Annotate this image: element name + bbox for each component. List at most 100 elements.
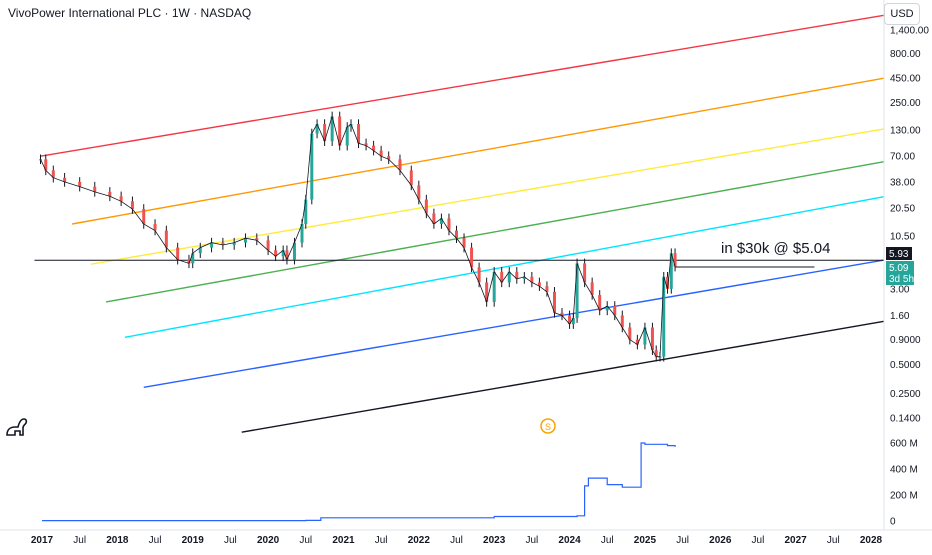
channel-line-0[interactable] (40, 14, 885, 157)
price-candle (470, 247, 474, 268)
time-axis-tick: Jul (752, 535, 765, 546)
tradingview-logo-icon[interactable] (6, 418, 28, 436)
price-tag-current-value: 5.09 (889, 263, 909, 274)
channel-line-4[interactable] (124, 196, 885, 339)
event-icon-label: S (545, 422, 551, 432)
price-axis-tick: 0.2500 (890, 389, 921, 400)
price-candle (221, 242, 225, 246)
price-candle (108, 191, 112, 197)
time-axis-tick: Jul (224, 535, 237, 546)
price-candle (210, 242, 214, 248)
price-candle (507, 271, 511, 283)
price-candle (63, 177, 67, 182)
position-annotation[interactable]: in $30k @ $5.04 (721, 240, 830, 257)
price-candle (628, 327, 632, 340)
price-candle (364, 143, 368, 146)
price-candle (673, 253, 677, 267)
time-axis-tick: 2025 (634, 535, 657, 546)
volume-axis-tick: 600 M (890, 439, 918, 450)
time-axis-tick: Jul (601, 535, 614, 546)
price-axis-tick: 130.00 (890, 126, 921, 137)
price-candle (93, 186, 97, 192)
price-candle (281, 250, 285, 257)
dividend-event-icon[interactable] (540, 418, 556, 434)
axes (0, 0, 932, 531)
price-candle (560, 312, 564, 316)
event-marker[interactable]: S (540, 418, 556, 434)
price-axis-tick: 1,400.00 (890, 26, 929, 37)
volume-axis-tick: 400 M (890, 465, 918, 476)
price-candle (447, 218, 451, 231)
price-candle (590, 282, 594, 295)
channel-line-5[interactable] (143, 259, 885, 389)
price-axis-tick: 800.00 (890, 49, 921, 60)
price-candle (613, 305, 617, 316)
price-candle (492, 271, 496, 302)
price-candle (51, 170, 55, 178)
channel-line-1[interactable] (72, 77, 885, 225)
price-tag-current: 5.09 3d 5h (886, 261, 914, 285)
price-candle (357, 124, 361, 144)
price-candle (345, 127, 349, 146)
price-candle (315, 124, 319, 134)
time-axis-tick: 2019 (182, 535, 205, 546)
price-candle (266, 240, 270, 251)
price-axis-tick: 250.00 (890, 98, 921, 109)
price-candle (530, 276, 534, 283)
price-candle (243, 238, 247, 243)
price-candle (439, 218, 443, 224)
price-candle (552, 291, 556, 313)
time-axis-tick: 2022 (408, 535, 431, 546)
price-candle (477, 267, 481, 283)
time-axis-tick: Jul (827, 535, 840, 546)
price-candle (300, 224, 304, 243)
price-candle (620, 315, 624, 328)
horizontal-lines[interactable] (34, 259, 884, 268)
time-axis-tick: Jul (299, 535, 312, 546)
price-candle (462, 238, 466, 248)
price-axis-tick: 0.5000 (890, 360, 921, 371)
price-tag-current-bg (886, 261, 914, 285)
channel-line-6[interactable] (241, 320, 885, 433)
price-candle (198, 247, 202, 254)
price-axis-tick: 20.50 (890, 203, 915, 214)
time-axis-labels: 2017 Jul 2018 Jul 2019 Jul 2020 Jul 2021 Jul 2022 J… (31, 535, 883, 546)
price-candle (650, 327, 654, 351)
price-candle (304, 199, 308, 224)
price-tag-last-value: 5.93 (889, 249, 909, 260)
price-candle (455, 230, 458, 239)
price-candle (187, 259, 191, 264)
currency-button[interactable]: USD (884, 3, 920, 25)
price-axis-tick: 450.00 (890, 73, 921, 84)
price-candle (191, 253, 195, 264)
price-tag-countdown: 3d 5h (889, 274, 914, 285)
price-candle (583, 263, 587, 283)
price-candle (232, 242, 236, 246)
price-candle (330, 116, 334, 142)
time-axis-tick: 2024 (558, 535, 581, 546)
price-candle (310, 133, 314, 200)
price-axis-tick: 0.9000 (890, 335, 921, 346)
channel-line-3[interactable] (105, 160, 885, 303)
price-candle (349, 124, 353, 127)
price-candle (130, 201, 134, 209)
chart-title: VivoPower International PLC · 1W · NASDA… (8, 6, 252, 20)
price-candle (537, 282, 541, 287)
time-axis-tick: 2023 (483, 535, 506, 546)
price-candle (176, 247, 180, 260)
price-candle (417, 185, 421, 200)
price-line (40, 114, 676, 358)
price-candle (424, 199, 428, 214)
price-candle (44, 159, 48, 171)
time-axis-tick: 2021 (332, 535, 355, 546)
price-candle (387, 156, 391, 160)
price-candle (666, 276, 670, 289)
time-axis-tick: 2018 (106, 535, 129, 546)
volume-axis-labels: 600 M 400 M 200 M 0 (890, 439, 918, 528)
price-candle (658, 356, 662, 358)
trend-channel-lines[interactable] (40, 14, 885, 433)
price-candle (292, 242, 296, 260)
price-candle (571, 318, 575, 325)
